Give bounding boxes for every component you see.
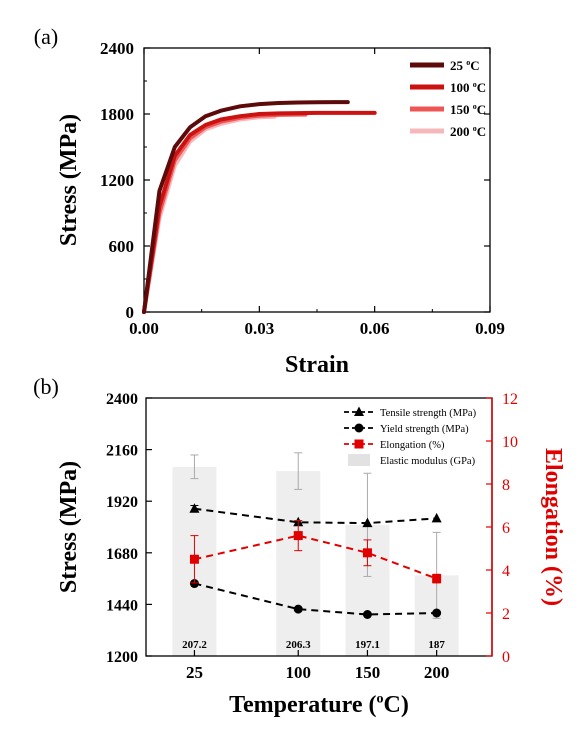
legend-label-b: Yield strength (MPa) (380, 424, 469, 435)
panel-label-b: (b) (33, 374, 59, 399)
data-point-circle (362, 610, 372, 620)
data-point-square (362, 548, 372, 558)
modulus-bar-label: 197.1 (355, 639, 380, 651)
modulus-bar-label: 187 (428, 639, 445, 651)
y-tick-label-a: 2400 (100, 39, 134, 58)
y-tick-label-b: 1680 (106, 546, 138, 563)
series-line-25c (142, 100, 350, 314)
y-tick-label-a: 0 (126, 303, 135, 322)
x-tick-label-b: 150 (355, 663, 381, 682)
data-point-circle (432, 608, 442, 618)
legend-marker-b (354, 439, 364, 449)
series-line-triangle (194, 507, 437, 525)
data-point-square (432, 574, 442, 584)
y-axis-label-a: Stress (MPa) (56, 114, 82, 246)
legend-label-b: Tensile strength (MPa) (380, 408, 477, 419)
data-point-triangle (362, 517, 373, 528)
data-point-circle (293, 604, 303, 614)
y-tick-label-a: 1200 (100, 171, 134, 190)
data-point-square (189, 554, 199, 564)
legend-label-a: 150 oC (450, 102, 486, 117)
y2-tick-label-b: 10 (502, 434, 518, 451)
legend-swatch-b (348, 454, 370, 466)
data-point-triangle (431, 512, 442, 523)
data-point-circle (189, 579, 199, 589)
y-axis-label-b: Stress (MPa) (56, 461, 82, 593)
x-tick-label-a: 0.06 (360, 319, 390, 338)
panel-label-a: (a) (34, 24, 58, 49)
y2-tick-label-b: 2 (502, 606, 510, 623)
series-line-circle (194, 582, 437, 616)
x-tick-label-b: 200 (424, 663, 450, 682)
legend-label-a: 200 oC (450, 124, 486, 139)
y2-tick-label-b: 0 (502, 649, 510, 666)
x-axis-label-a: Strain (285, 352, 349, 378)
y2-tick-label-b: 4 (502, 563, 510, 580)
legend-label-a: 25 oC (450, 58, 480, 73)
x-axis-label-b: Temperature (oC) (229, 691, 409, 718)
y-tick-label-b: 2400 (106, 391, 138, 408)
legend-label-b: Elastic modulus (GPa) (380, 456, 476, 467)
y-tick-label-b: 1200 (106, 649, 138, 666)
x-tick-label-b: 100 (285, 663, 311, 682)
data-point-square (293, 531, 303, 541)
y-tick-label-a: 1800 (100, 105, 134, 124)
modulus-bar-label: 207.2 (182, 639, 207, 651)
y-tick-label-a: 600 (109, 237, 135, 256)
y2-tick-label-b: 6 (502, 520, 510, 537)
series-line-square (194, 534, 437, 580)
x-tick-label-a: 0.09 (475, 319, 505, 338)
modulus-bar (276, 471, 321, 656)
legend-marker-b (354, 423, 364, 433)
x-tick-label-a: 0.03 (244, 319, 274, 338)
x-tick-label-b: 25 (186, 663, 203, 682)
y2-tick-label-b: 12 (502, 391, 518, 408)
y-tick-label-b: 1440 (106, 597, 138, 614)
y-tick-label-b: 2160 (106, 443, 138, 460)
legend-label-b: Elongation (%) (380, 440, 445, 451)
y2-axis-label-b: Elongation (%) (540, 448, 566, 606)
series-line-100c (142, 110, 377, 314)
legend-label-a: 100 oC (450, 80, 486, 95)
x-tick-label-a: 0.00 (129, 319, 159, 338)
modulus-bar-label: 206.3 (286, 639, 311, 651)
series-line-150c (142, 112, 308, 314)
data-point-triangle (189, 503, 200, 513)
legend-marker-b (354, 406, 364, 416)
y-tick-label-b: 1920 (106, 494, 138, 511)
y2-tick-label-b: 8 (502, 477, 510, 494)
series-line-200c (142, 114, 277, 314)
